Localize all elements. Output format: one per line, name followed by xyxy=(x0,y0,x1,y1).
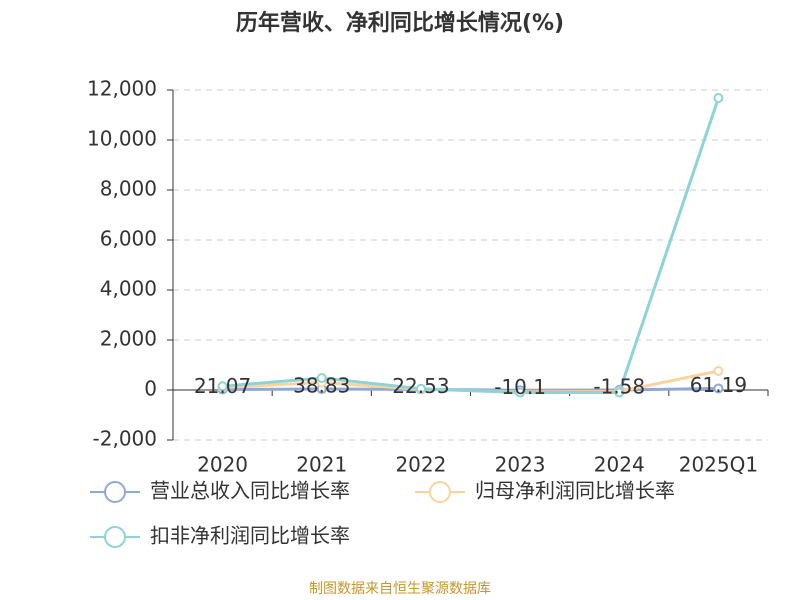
point xyxy=(713,366,724,376)
y-tick-label: 12,000 xyxy=(87,77,157,101)
point xyxy=(415,383,426,394)
legend-symbol xyxy=(429,481,451,503)
x-tick-label: 2024 xyxy=(594,453,645,477)
legend-symbol xyxy=(104,481,126,503)
data-label: -10.1 xyxy=(494,375,546,399)
y-tick-label: 8,000 xyxy=(100,177,157,201)
y-tick-label: 6,000 xyxy=(100,227,157,251)
point xyxy=(614,387,625,398)
data-label: 61.19 xyxy=(690,373,747,397)
x-tick-label: 2021 xyxy=(296,453,347,477)
point xyxy=(515,387,526,398)
x-tick-label: 2023 xyxy=(495,453,546,477)
legend-label: 扣非净利润同比增长率 xyxy=(150,524,350,548)
legend-label: 营业总收入同比增长率 xyxy=(150,479,350,503)
y-tick-label: 2,000 xyxy=(100,327,157,351)
data-label: 38.83 xyxy=(293,374,350,398)
data-label: 22.53 xyxy=(392,374,449,398)
legend-symbol xyxy=(104,526,126,548)
series-line xyxy=(222,97,720,394)
chart-title: 历年营收、净利同比增长情况(%) xyxy=(236,10,564,36)
point xyxy=(713,93,724,103)
y-tick-label: 0 xyxy=(144,377,157,401)
point xyxy=(316,373,327,383)
point xyxy=(217,381,228,392)
x-tick-label: 2022 xyxy=(395,453,446,477)
y-tick-label: 10,000 xyxy=(87,127,157,151)
x-tick-label: 2020 xyxy=(197,453,248,477)
y-tick-label: -2,000 xyxy=(93,427,157,451)
x-tick-label: 2025Q1 xyxy=(679,453,758,477)
data-label: -1.58 xyxy=(593,375,645,399)
y-tick-label: 4,000 xyxy=(100,277,157,301)
data-label: 21.07 xyxy=(194,374,251,398)
source-note: 制图数据来自恒生聚源数据库 xyxy=(309,581,491,597)
point xyxy=(713,383,724,394)
legend-label: 归母净利润同比增长率 xyxy=(475,479,675,503)
